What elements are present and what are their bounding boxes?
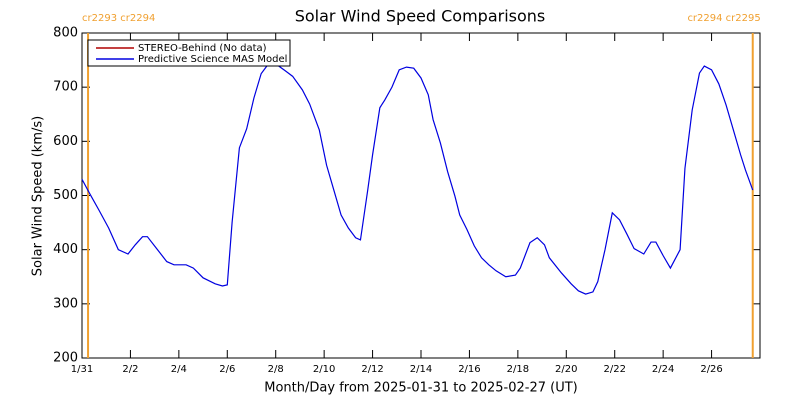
x-tick-label: 2/10: [313, 364, 335, 375]
marker-label: cr2293 cr2294: [82, 13, 155, 24]
y-tick-label: 700: [53, 80, 78, 95]
marker-label: cr2294 cr2295: [687, 13, 760, 24]
x-tick-label: 2/8: [268, 364, 284, 375]
x-tick-label: 2/20: [555, 364, 577, 375]
data-line: [81, 63, 754, 295]
y-axis-label: Solar Wind Speed (km/s): [31, 116, 46, 276]
y-tick-label: 300: [53, 296, 78, 311]
x-tick-label: 2/4: [171, 364, 187, 375]
x-tick-label: 2/2: [122, 364, 138, 375]
legend-label: STEREO-Behind (No data): [138, 43, 267, 54]
x-tick-label: 2/16: [458, 364, 480, 375]
x-tick-label: 2/22: [603, 364, 625, 375]
y-tick-label: 200: [53, 351, 78, 366]
y-tick-label: 800: [53, 26, 78, 41]
x-tick-label: 2/26: [700, 364, 722, 375]
x-tick-label: 2/12: [361, 364, 383, 375]
x-tick-label: 2/24: [652, 364, 674, 375]
legend-box: [87, 39, 291, 67]
x-tick-label: 2/14: [410, 364, 432, 375]
chart-title: Solar Wind Speed Comparisons: [295, 7, 546, 26]
y-tick-label: 600: [53, 134, 78, 149]
legend-label: Predictive Science MAS Model: [138, 54, 287, 65]
x-tick-label: 2/18: [507, 364, 529, 375]
x-tick-label: 1/31: [71, 364, 93, 375]
y-tick-label: 500: [53, 188, 78, 203]
y-tick-label: 400: [53, 242, 78, 257]
x-tick-label: 2/6: [219, 364, 235, 375]
x-axis-label: Month/Day from 2025-01-31 to 2025-02-27 …: [264, 381, 577, 396]
